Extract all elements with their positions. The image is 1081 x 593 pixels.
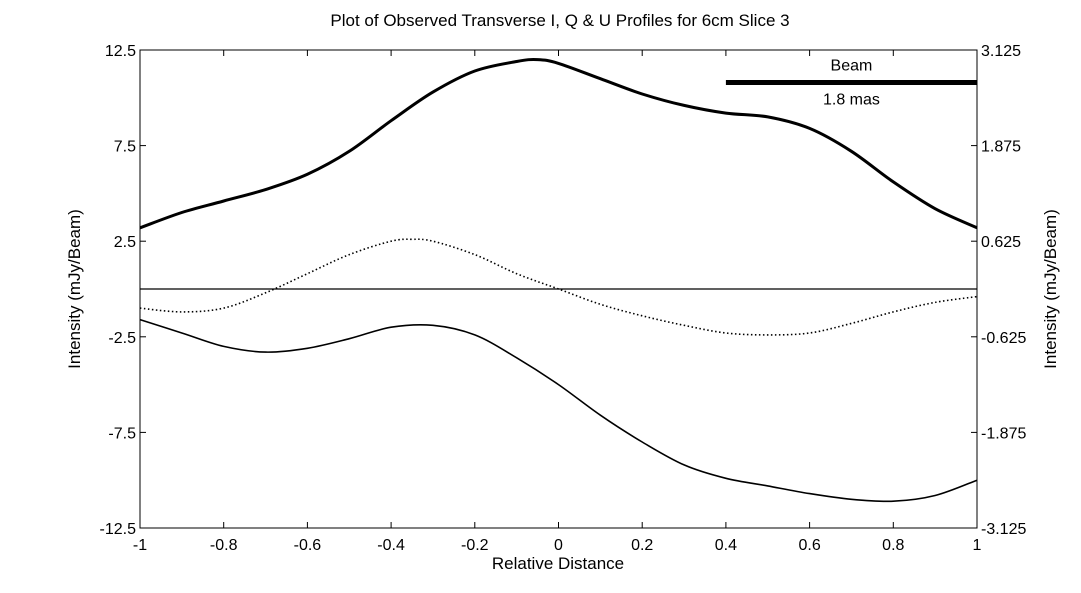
y-left-tick-label: -7.5: [108, 425, 136, 442]
series-line-i: [139, 57, 978, 230]
y-left-tick-label: 2.5: [114, 234, 136, 251]
beam-size-label: 1.8 mas: [823, 92, 880, 109]
x-tick-label: 0.6: [798, 537, 820, 554]
x-tick-label: 1: [973, 537, 982, 554]
y-right-tick-label: 3.125: [981, 43, 1021, 60]
x-tick-label: -0.6: [294, 537, 322, 554]
y-right-tick-label: -3.125: [981, 521, 1026, 538]
x-tick-label: 0: [554, 537, 563, 554]
y-right-tick-labels: 3.125 1.875 0.625 -0.625 -1.875 -3.125: [981, 43, 1026, 538]
x-tick-label: -0.2: [461, 537, 489, 554]
x-axis-label: Relative Distance: [492, 554, 624, 573]
series-line-u: [139, 318, 978, 503]
series-line-q: [139, 238, 978, 336]
y-right-tick-label: -1.875: [981, 425, 1026, 442]
series-group: [139, 57, 978, 503]
x-tick-label: 0.8: [882, 537, 904, 554]
y-left-tick-label: -12.5: [100, 521, 137, 538]
x-tick-label: -0.8: [210, 537, 238, 554]
x-tick-labels: -1 -0.8 -0.6 -0.4 -0.2 0 0.2 0.4 0.6 0.8 1: [133, 537, 982, 554]
y-left-tick-label: 7.5: [114, 139, 136, 156]
axis-ticks: [139, 49, 978, 529]
y-left-tick-label: 12.5: [105, 43, 136, 60]
y-left-tick-labels: 12.5 7.5 2.5 -2.5 -7.5 -12.5: [100, 43, 137, 538]
y-axis-label-right: Intensity (mJy/Beam): [1041, 209, 1060, 369]
y-left-tick-label: -2.5: [108, 330, 136, 347]
y-axis-label-left: Intensity (mJy/Beam): [65, 209, 84, 369]
x-tick-label: -0.4: [377, 537, 405, 554]
x-tick-label: 0.2: [631, 537, 653, 554]
y-right-tick-label: 1.875: [981, 139, 1021, 156]
beam-label: Beam: [831, 58, 873, 75]
y-right-tick-label: -0.625: [981, 330, 1026, 347]
chart-title: Plot of Observed Transverse I, Q & U Pro…: [330, 11, 789, 30]
y-right-tick-label: 0.625: [981, 234, 1021, 251]
x-tick-label: 0.4: [715, 537, 737, 554]
x-tick-label: -1: [133, 537, 147, 554]
